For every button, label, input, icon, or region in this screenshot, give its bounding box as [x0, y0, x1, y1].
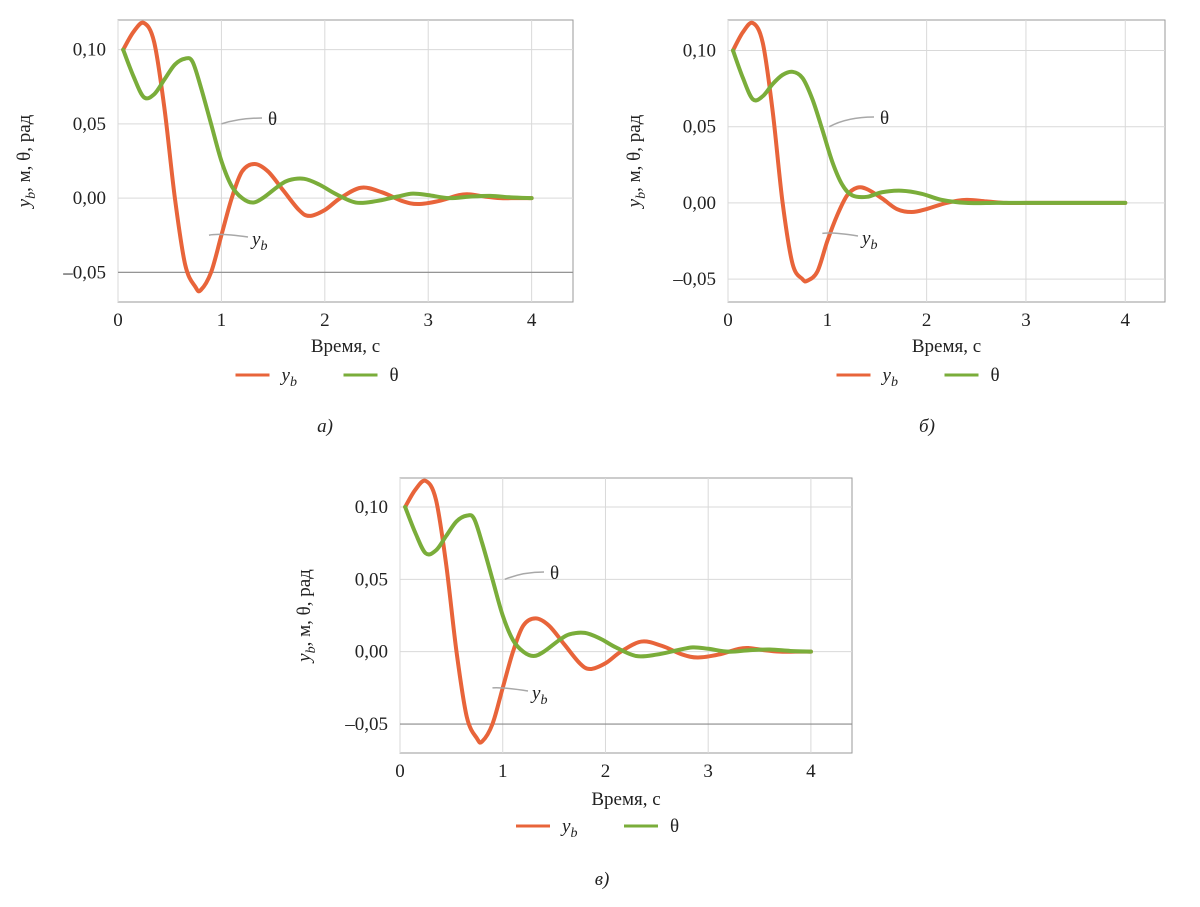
y-axis-label-sub: b — [24, 192, 39, 199]
legend-label-theta: θ — [670, 816, 679, 837]
x-tick-label: 1 — [217, 310, 227, 331]
legend-label-yb-sub: b — [570, 826, 577, 841]
x-tick-label: 3 — [703, 761, 713, 782]
theta-annotation-leader — [504, 571, 545, 581]
y-tick-label: 0,10 — [73, 40, 106, 61]
series-line-theta — [730, 48, 1128, 206]
y-tick-label: 0,05 — [73, 114, 106, 135]
x-axis-label: Время, с — [311, 336, 380, 357]
x-tick-label: 2 — [922, 310, 932, 331]
y-tick-label: 0,00 — [355, 642, 388, 663]
y-tick-label: 0,10 — [355, 497, 388, 518]
y-tick-label: –0,05 — [344, 714, 388, 735]
yb-annotation-label-sub: b — [870, 238, 877, 253]
series-line-yb — [121, 20, 534, 294]
series-line-yb — [403, 478, 813, 745]
legend-label-yb: yb — [560, 816, 577, 841]
legend-label-yb-sub: b — [290, 375, 297, 390]
x-tick-label: 3 — [1021, 310, 1031, 331]
y-axis-label-rest: , м, θ, рад — [14, 114, 35, 192]
plot-frame — [727, 19, 1166, 303]
x-tick-label: 2 — [320, 310, 330, 331]
yb-annotation-label: yb — [250, 229, 267, 254]
y-tick-label: 0,10 — [683, 40, 716, 61]
legend-label-yb-sub: b — [891, 375, 898, 390]
yb-annotation-label-sub: b — [540, 693, 547, 708]
x-tick-label: 4 — [1121, 310, 1131, 331]
theta-annotation-label: θ — [880, 108, 889, 129]
legend-label-theta: θ — [991, 365, 1000, 386]
yb-annotation-leader — [208, 233, 249, 238]
legend: yb θ — [836, 365, 1000, 390]
y-axis-label-sub: b — [634, 192, 649, 199]
yb-annotation-label-sub: b — [260, 239, 267, 254]
y-tick-label: 0,00 — [73, 188, 106, 209]
theta-annotation-leader — [221, 117, 263, 125]
x-tick-label: 0 — [395, 761, 405, 782]
yb-annotation-leader — [492, 686, 529, 692]
yb-annotation-label-main: y — [250, 229, 261, 250]
plot-frame — [117, 19, 574, 303]
x-tick-label: 4 — [527, 310, 537, 331]
x-tick-label: 3 — [423, 310, 433, 331]
panel-caption: а) — [317, 416, 333, 437]
y-axis-label-y: y — [294, 653, 315, 664]
legend: yb θ — [516, 816, 679, 841]
x-axis-label: Время, с — [591, 789, 660, 810]
y-axis-label-sub: b — [304, 646, 319, 653]
legend-label-yb-main: y — [881, 365, 892, 386]
legend: yb θ — [235, 365, 399, 390]
theta-annotation-leader — [828, 116, 875, 128]
theta-annotation-label: θ — [268, 109, 277, 130]
yb-annotation-label: yb — [530, 683, 547, 708]
y-tick-label: 0,05 — [683, 117, 716, 138]
y-axis-label: yb, м, θ, рад — [14, 114, 39, 209]
y-axis-label-rest: , м, θ, рад — [624, 114, 645, 192]
yb-annotation-label-main: y — [860, 228, 871, 249]
theta-annotation-label: θ — [550, 563, 559, 584]
x-tick-label: 1 — [823, 310, 833, 331]
x-tick-label: 4 — [806, 761, 816, 782]
panel-caption: в) — [595, 869, 610, 890]
plot-frame — [399, 477, 853, 754]
x-tick-label: 0 — [113, 310, 123, 331]
series-line-theta — [121, 47, 534, 205]
legend-label-theta: θ — [390, 365, 399, 386]
x-tick-label: 2 — [601, 761, 611, 782]
legend-label-yb-main: y — [280, 365, 291, 386]
y-axis-label-rest: , м, θ, рад — [294, 569, 315, 647]
panel-caption: б) — [919, 416, 935, 437]
x-axis-label: Время, с — [912, 336, 981, 357]
x-tick-label: 0 — [723, 310, 733, 331]
yb-annotation-leader — [822, 232, 859, 237]
y-tick-label: 0,05 — [355, 569, 388, 590]
y-tick-label: –0,05 — [62, 262, 106, 283]
y-axis-label-y: y — [14, 198, 35, 209]
legend-label-yb-main: y — [560, 816, 571, 837]
legend-label-yb: yb — [280, 365, 297, 390]
y-axis-label-y: y — [624, 198, 645, 209]
y-axis-label: yb, м, θ, рад — [294, 569, 319, 664]
legend-label-yb: yb — [881, 365, 898, 390]
y-axis-label: yb, м, θ, рад — [624, 114, 649, 209]
x-tick-label: 1 — [498, 761, 508, 782]
yb-annotation-label: yb — [860, 228, 877, 253]
yb-annotation-label-main: y — [530, 683, 541, 704]
series-line-theta — [403, 504, 813, 659]
y-tick-label: 0,00 — [683, 193, 716, 214]
y-tick-label: –0,05 — [672, 269, 716, 290]
